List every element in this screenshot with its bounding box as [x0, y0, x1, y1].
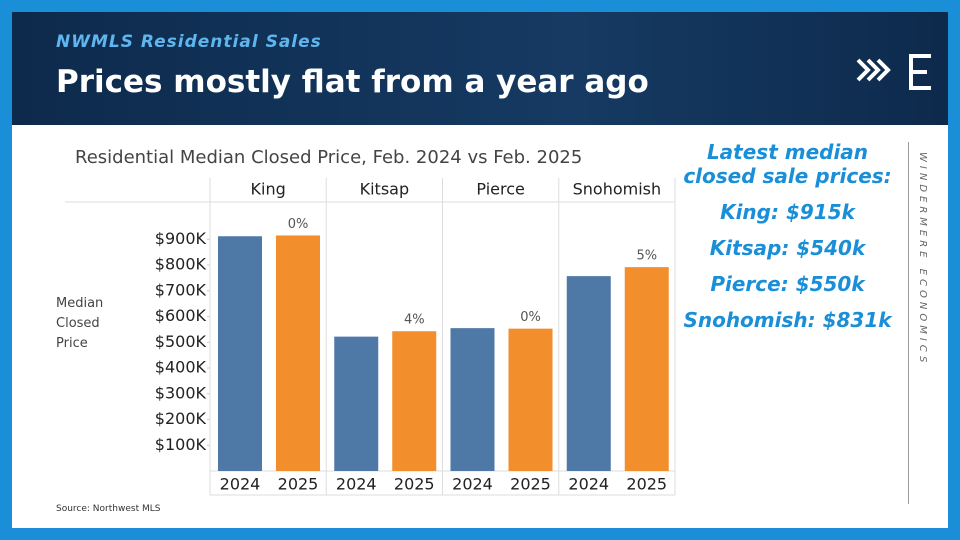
facet-label: Pierce [476, 180, 524, 199]
x-tick-label: 2024 [220, 475, 261, 494]
bar [218, 236, 262, 471]
sidebar-item: Kitsap: $540k [709, 236, 866, 260]
y-tick-label: $500K [155, 332, 207, 351]
facet-label: Snohomish [573, 180, 662, 199]
y-tick-label: $800K [155, 255, 207, 274]
subtitle: NWMLS Residential Sales [56, 32, 322, 52]
x-tick-label: 2024 [568, 475, 609, 494]
x-tick-label: 2025 [626, 475, 667, 494]
change-label: 4% [404, 313, 425, 328]
change-label: 5% [636, 249, 657, 264]
facet-label: Kitsap [360, 180, 410, 199]
y-tick-label: $300K [155, 383, 207, 402]
y-tick-label: $400K [155, 358, 207, 377]
bar [624, 267, 669, 471]
title: Prices mostly flat from a year ago [56, 64, 649, 100]
bar [392, 331, 437, 471]
y-tick-label: $600K [155, 306, 207, 325]
y-tick-label: $900K [155, 229, 207, 248]
sidebar-heading: Latest median closed sale prices: [683, 140, 892, 188]
bar [566, 276, 611, 471]
y-tick-label: $700K [155, 280, 207, 299]
y-tick-label: $200K [155, 409, 207, 428]
logo [856, 54, 931, 90]
source: Source: Northwest MLS [56, 504, 161, 514]
y-axis-label: Median Closed Price [56, 296, 104, 351]
facet-label: King [251, 180, 286, 199]
chart-title: Residential Median Closed Price, Feb. 20… [75, 147, 582, 168]
change-label: 0% [288, 217, 309, 232]
divider [908, 142, 909, 504]
sidebar-item: Pierce: $550k [710, 272, 865, 296]
sidebar-item: Snohomish: $831k [683, 308, 892, 332]
bar [450, 328, 495, 471]
brand: WINDERMERE ECONOMICS [917, 152, 928, 367]
change-label: 0% [520, 310, 541, 325]
x-tick-label: 2025 [510, 475, 551, 494]
sidebar-item: King: $915k [720, 200, 855, 224]
sidebar: Latest median closed sale prices: King: … [680, 140, 895, 332]
x-tick-label: 2024 [452, 475, 493, 494]
x-tick-label: 2025 [278, 475, 319, 494]
bar [276, 235, 320, 471]
x-tick-label: 2024 [336, 475, 377, 494]
header: NWMLS Residential Sales Prices mostly fl… [12, 12, 948, 125]
y-tick-label: $100K [155, 435, 207, 454]
bar [508, 328, 553, 471]
bar [334, 336, 379, 471]
x-tick-label: 2025 [394, 475, 435, 494]
